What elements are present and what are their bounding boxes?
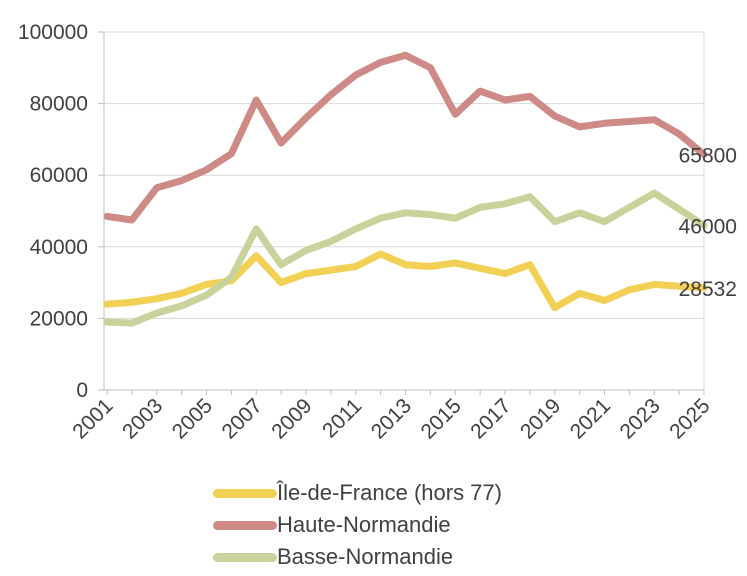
x-tick-label: 2005: [168, 394, 217, 443]
y-tick-label: 20000: [30, 307, 88, 330]
y-tick-label: 100000: [18, 21, 88, 44]
legend-swatch-ile-de-france: [213, 488, 277, 498]
x-tick-label: 2009: [267, 394, 316, 443]
series-line-le-de-france-hors-77: [103, 250, 708, 312]
x-tick-label: 2011: [318, 394, 366, 442]
legend: Île-de-France (hors 77) Haute-Normandie …: [213, 477, 502, 573]
y-tick-label: 40000: [30, 236, 88, 259]
x-tick-label: 2019: [516, 394, 565, 443]
x-tick-label: 2007: [217, 394, 266, 443]
y-tick-label: 80000: [30, 93, 88, 116]
legend-item-basse-normandie: Basse-Normandie: [213, 541, 502, 573]
data-label-haute-normandie: 65800: [679, 144, 737, 167]
legend-item-haute-normandie: Haute-Normandie: [213, 509, 502, 541]
x-tick-label: 2025: [665, 394, 714, 443]
legend-label-haute-normandie: Haute-Normandie: [277, 512, 451, 537]
legend-label-basse-normandie: Basse-Normandie: [277, 544, 454, 569]
x-tick-label: 2003: [118, 394, 167, 443]
legend-label-ile-de-france: Île-de-France (hors 77): [277, 480, 502, 505]
x-tick-label: 2013: [367, 394, 416, 443]
legend-swatch-haute-normandie: [213, 520, 277, 530]
data-label-le-de-france-hors-77: 28532: [679, 278, 737, 301]
x-tick-label: 2023: [615, 394, 664, 443]
data-label-basse-normandie: 46000: [679, 215, 737, 238]
legend-item-ile-de-france: Île-de-France (hors 77): [213, 477, 502, 509]
series-line-basse-normandie: [103, 189, 708, 327]
x-tick-label: 2015: [416, 394, 465, 443]
x-tick-label: 2017: [466, 394, 515, 443]
series-line-haute-normandie: [103, 51, 708, 224]
y-tick-label: 60000: [30, 164, 88, 187]
legend-swatch-basse-normandie: [213, 552, 277, 562]
y-tick-label: 0: [76, 379, 88, 402]
x-tick-label: 2021: [566, 394, 615, 443]
